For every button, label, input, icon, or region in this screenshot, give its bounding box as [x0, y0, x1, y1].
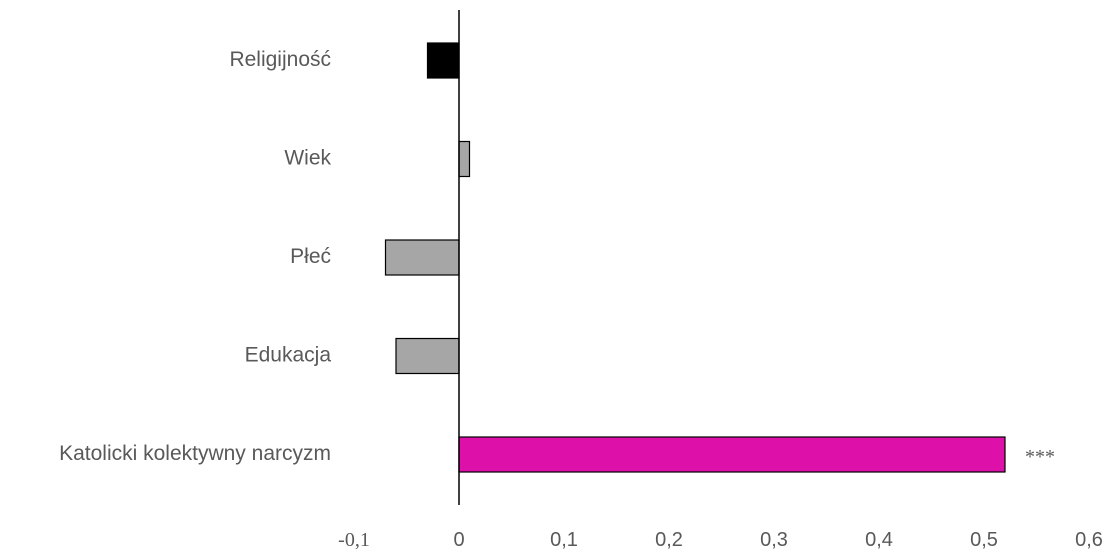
category-labels: Religijność Wiek Płeć Edukacja Katolicki kol… — [59, 48, 331, 465]
x-tick-labels: -0,1 0 0,1 0,2 0,3 0,4 0,5 0,6 — [338, 529, 1103, 551]
x-tick-label-1: 0 — [453, 529, 464, 551]
bar-4 — [458, 436, 1006, 473]
annotations: *** — [1025, 446, 1055, 468]
significance-annotation-4: *** — [1025, 446, 1055, 468]
x-tick-label-5: 0,4 — [865, 529, 893, 551]
bar-2 — [384, 239, 460, 276]
x-tick-label-7: 0,6 — [1075, 529, 1103, 551]
category-label-2: Płeć — [290, 245, 331, 268]
x-tick-label-2: 0,1 — [550, 529, 578, 551]
x-tick-label-3: 0,2 — [655, 529, 683, 551]
bar-1 — [458, 140, 471, 178]
category-label-1: Wiek — [284, 147, 331, 170]
bar-3 — [395, 337, 460, 375]
x-tick-label-0: -0,1 — [338, 529, 370, 551]
bars-group — [384, 42, 1006, 473]
x-tick-label-4: 0,3 — [760, 529, 788, 551]
category-label-4: Katolicki kolektywny narcyzm — [59, 442, 331, 465]
bar-0 — [426, 42, 460, 79]
x-tick-label-6: 0,5 — [970, 529, 998, 551]
category-label-0: Religijność — [229, 48, 331, 71]
category-label-3: Edukacja — [245, 344, 332, 367]
